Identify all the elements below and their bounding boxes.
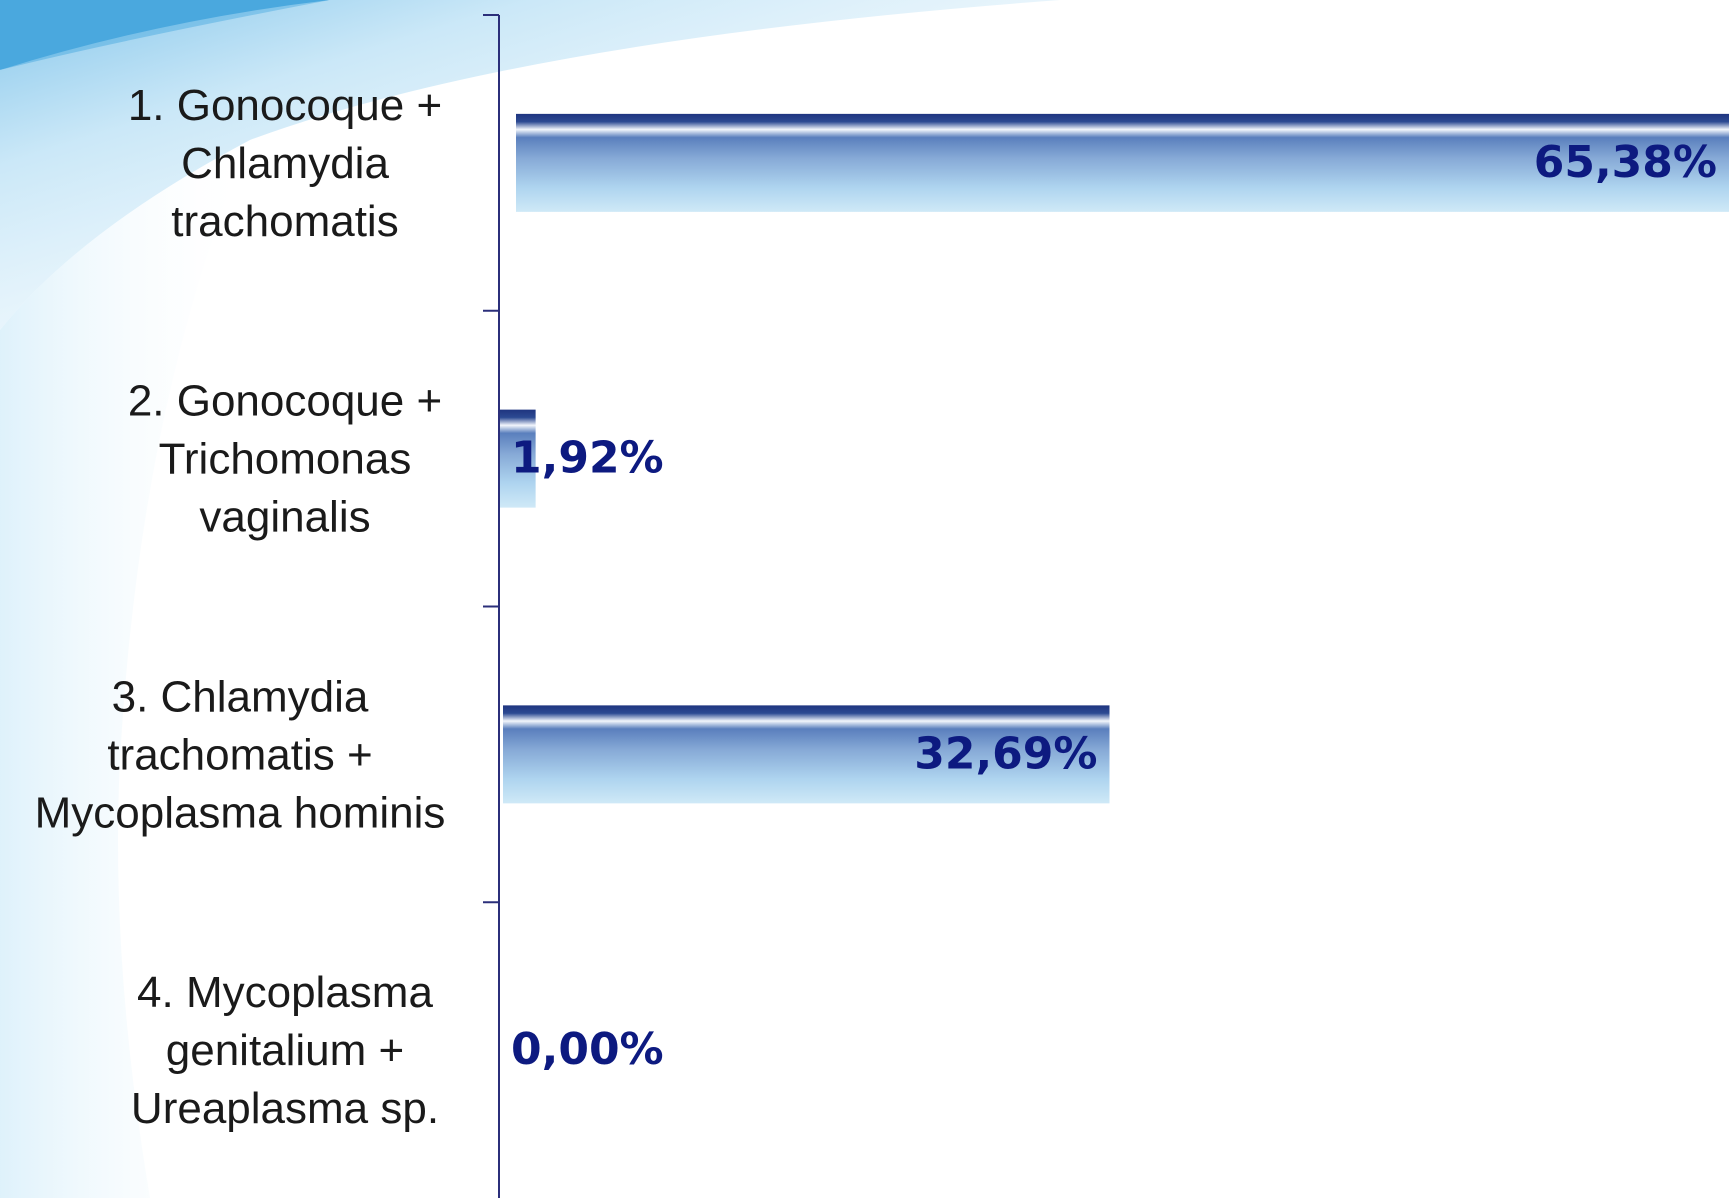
background-decoration [0,0,1060,1198]
data-label: 32,69% [914,728,1097,779]
bar [516,113,1729,212]
data-label: 0,00% [511,1024,664,1075]
category-label: 2. Gonocoque + Trichomonas vaginalis [128,377,442,542]
bar [503,705,1110,804]
value-labels-group: 65,38% 1,92% 32,69% 0,00% [511,137,1717,1075]
data-label: 1,92% [511,433,664,484]
category-label: 4. Mycoplasma genitalium + Ureaplasma sp. [131,968,439,1133]
category-label: 1. Gonocoque + Chlamydia trachomatis [128,81,442,246]
bars-group [500,113,1729,804]
y-axis [483,14,500,1198]
data-label: 65,38% [1534,137,1717,188]
bar [500,409,536,508]
category-label: 3. Chlamydia trachomatis + Mycoplasma homi… [35,672,446,837]
category-labels-group: 1. Gonocoque + Chlamydia trachomatis 2. Gon… [35,81,446,1133]
